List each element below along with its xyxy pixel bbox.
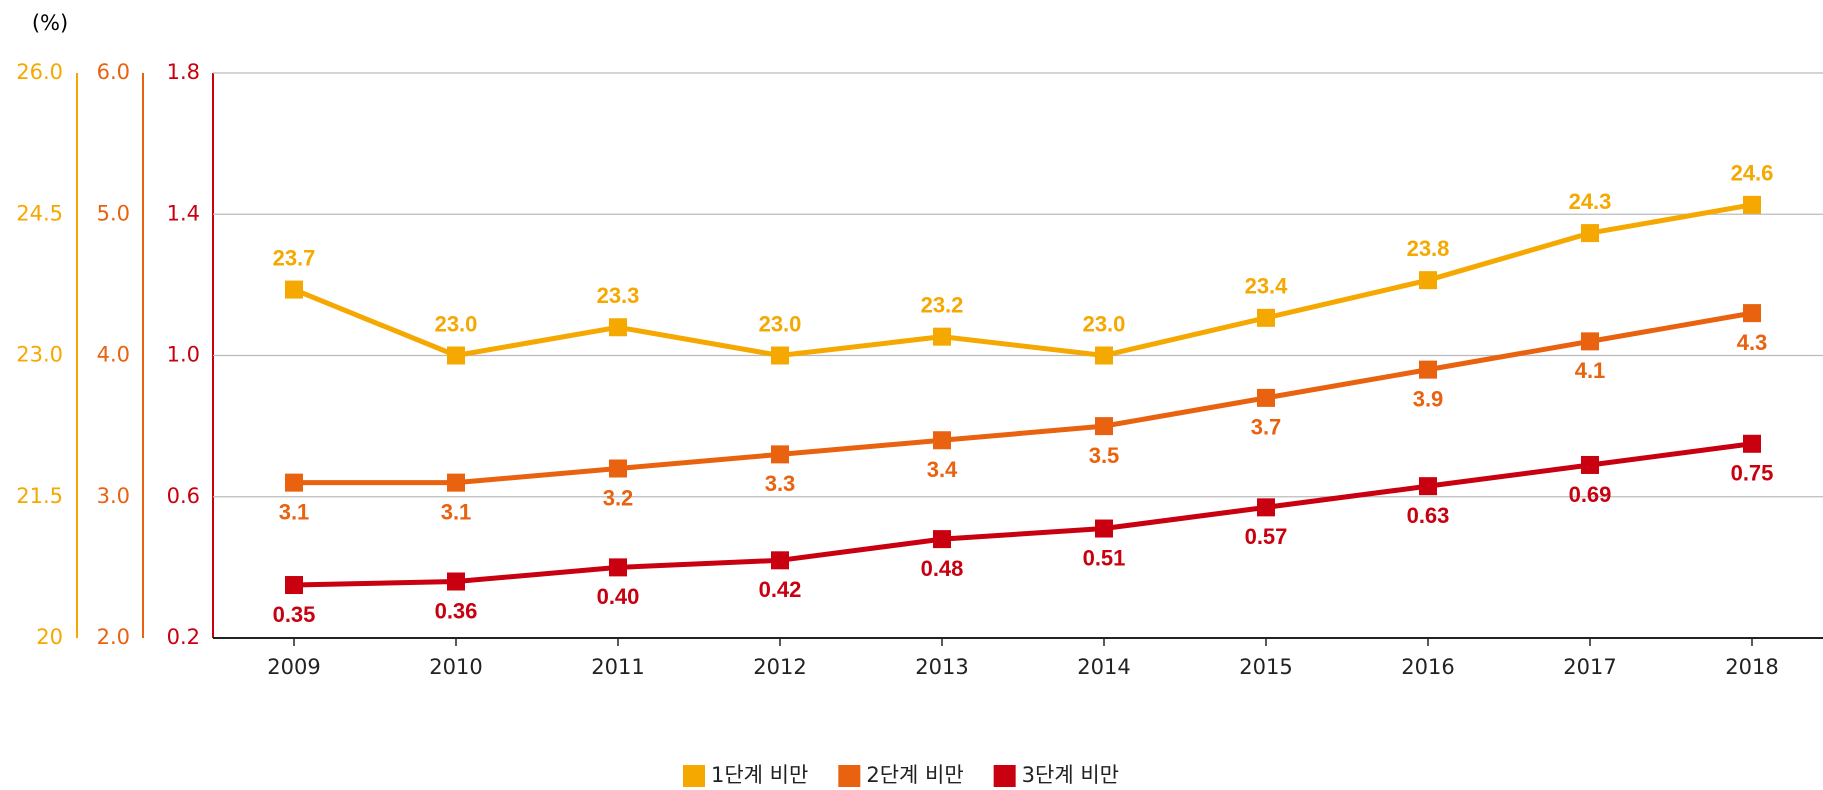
data-label: 0.69: [1569, 482, 1612, 507]
data-label: 3.9: [1413, 386, 1444, 411]
point-marker: [933, 431, 951, 450]
point-marker: [285, 280, 303, 299]
data-label: 23.7: [273, 245, 316, 270]
point-marker: [1419, 360, 1437, 379]
data-label: 23.2: [921, 292, 964, 317]
point-marker: [1581, 332, 1599, 351]
data-label: 23.0: [759, 311, 802, 336]
point-marker: [447, 346, 465, 365]
data-label: 24.3: [1569, 189, 1612, 214]
y-tick-label: 5.0: [97, 201, 130, 225]
point-marker: [285, 576, 303, 595]
point-marker: [609, 558, 627, 577]
y-tick-label: 24.5: [16, 201, 63, 225]
point-marker: [1257, 308, 1275, 327]
x-tick-label: 2014: [1077, 655, 1130, 679]
x-tick-label: 2009: [267, 655, 320, 679]
series-line: [293, 441, 1753, 588]
point-marker: [285, 473, 303, 492]
point-marker: [771, 346, 789, 365]
y-tick-label: 1.8: [167, 60, 200, 84]
legend-swatch: [993, 765, 1016, 787]
y-tick-label: 6.0: [97, 60, 130, 84]
y-tick-label: 1.4: [167, 201, 200, 225]
data-label: 0.75: [1731, 461, 1774, 486]
legend-label: 1단계 비만: [711, 763, 808, 787]
data-label: 3.3: [765, 471, 796, 496]
data-label: 23.0: [435, 311, 478, 336]
point-marker: [609, 459, 627, 478]
point-marker: [1257, 498, 1275, 517]
legend-label: 2단계 비만: [866, 763, 963, 787]
point-marker: [1581, 224, 1599, 243]
data-label: 0.36: [435, 598, 478, 623]
data-label: 0.42: [759, 577, 802, 602]
x-tick-label: 2010: [429, 655, 482, 679]
x-tick-label: 2011: [591, 655, 644, 679]
data-label: 3.7: [1251, 415, 1282, 440]
data-label: 3.1: [279, 499, 310, 524]
y-tick-label: 0.2: [167, 625, 200, 649]
data-label: 0.57: [1245, 524, 1288, 549]
unit-label: (%): [32, 11, 68, 35]
data-label: 3.5: [1089, 443, 1120, 468]
point-marker: [1581, 455, 1599, 474]
data-label: 0.40: [597, 584, 640, 609]
point-marker: [1743, 195, 1761, 214]
legend-swatch: [838, 765, 861, 787]
series-line: [293, 202, 1753, 359]
point-marker: [771, 551, 789, 570]
data-label: 3.2: [603, 485, 634, 510]
x-tick-label: 2013: [915, 655, 968, 679]
data-label: 3.1: [441, 499, 472, 524]
data-label: 4.3: [1737, 330, 1768, 355]
data-label: 0.48: [921, 556, 964, 581]
y-tick-label: 0.6: [167, 484, 200, 508]
y-tick-label: 2.0: [97, 625, 130, 649]
y-tick-label: 1.0: [167, 343, 200, 367]
x-tick-label: 2012: [753, 655, 806, 679]
point-marker: [1419, 477, 1437, 496]
point-marker: [1743, 304, 1761, 323]
data-label: 0.51: [1083, 545, 1126, 570]
data-label: 23.3: [597, 283, 640, 308]
point-marker: [447, 473, 465, 492]
data-label: 24.6: [1731, 161, 1774, 186]
x-tick-label: 2015: [1239, 655, 1292, 679]
y-tick-label: 26.0: [16, 60, 63, 84]
y-tick-label: 21.5: [16, 484, 63, 508]
point-marker: [1419, 271, 1437, 290]
point-marker: [933, 327, 951, 346]
data-label: 23.0: [1083, 311, 1126, 336]
data-label: 23.4: [1245, 274, 1289, 299]
point-marker: [771, 445, 789, 464]
point-marker: [1257, 388, 1275, 407]
point-marker: [609, 318, 627, 337]
x-tick-label: 2017: [1563, 655, 1616, 679]
data-label: 23.8: [1407, 236, 1450, 261]
y-tick-label: 4.0: [97, 343, 130, 367]
point-marker: [933, 530, 951, 549]
point-marker: [447, 572, 465, 591]
y-tick-label: 3.0: [97, 484, 130, 508]
point-marker: [1095, 346, 1113, 365]
point-marker: [1743, 434, 1761, 453]
data-label: 0.35: [273, 602, 316, 627]
x-tick-label: 2016: [1401, 655, 1454, 679]
data-label: 0.63: [1407, 503, 1450, 528]
legend-label: 3단계 비만: [1022, 763, 1119, 787]
point-marker: [1095, 519, 1113, 538]
y-tick-label: 23.0: [16, 343, 63, 367]
y-tick-label: 20: [36, 625, 63, 649]
data-label: 4.1: [1575, 358, 1606, 383]
data-label: 3.4: [927, 457, 958, 482]
series-line: [294, 310, 1753, 486]
point-marker: [1095, 417, 1113, 436]
x-tick-label: 2018: [1725, 655, 1778, 679]
legend-swatch: [683, 765, 705, 787]
